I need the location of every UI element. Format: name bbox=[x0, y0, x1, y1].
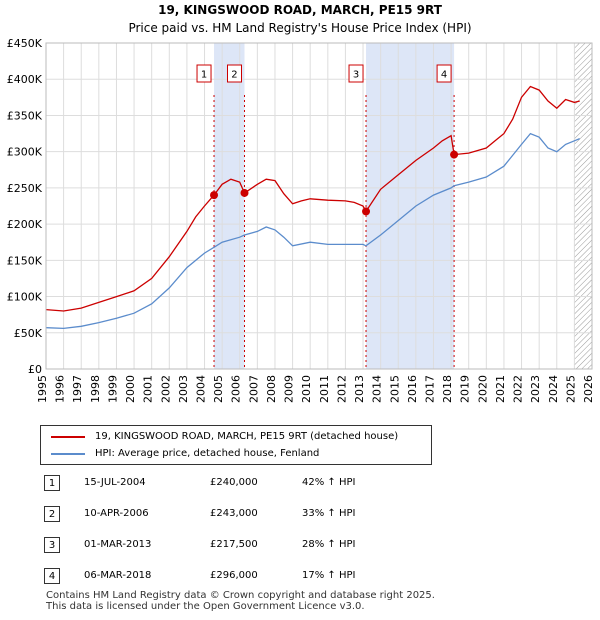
x-tick-label: 2025 bbox=[564, 375, 577, 403]
x-tick-label: 2010 bbox=[300, 375, 313, 403]
table-row: 2 10-APR-2006 £243,000 33% ↑ HPI bbox=[40, 506, 460, 522]
x-tick-label: 2022 bbox=[512, 375, 525, 403]
y-tick-label: £250K bbox=[7, 182, 43, 195]
x-tick-label: 2026 bbox=[582, 375, 595, 403]
table-row: 1 15-JUL-2004 £240,000 42% ↑ HPI bbox=[40, 475, 460, 491]
transaction-point bbox=[362, 207, 371, 216]
y-tick-label: £200K bbox=[7, 218, 43, 231]
x-tick-label: 1996 bbox=[54, 375, 67, 403]
y-tick-label: £50K bbox=[14, 327, 43, 340]
series-line-hpi bbox=[45, 132, 580, 330]
tx-date: 15-JUL-2004 bbox=[84, 477, 146, 488]
chart-subtitle: Price paid vs. HM Land Registry's House … bbox=[128, 21, 471, 35]
tx-date: 10-APR-2006 bbox=[84, 508, 149, 519]
x-tick-label: 2015 bbox=[388, 375, 401, 403]
tx-hpi: 17% ↑ HPI bbox=[302, 570, 356, 581]
x-tick-label: 2008 bbox=[265, 375, 278, 403]
x-tick-label: 2004 bbox=[195, 375, 208, 403]
table-row: 3 01-MAR-2013 £217,500 28% ↑ HPI bbox=[40, 537, 460, 553]
x-tick-label: 1997 bbox=[71, 375, 84, 403]
x-tick-label: 2007 bbox=[247, 375, 260, 403]
tx-price: £296,000 bbox=[210, 570, 258, 581]
y-tick-label: £450K bbox=[7, 37, 43, 50]
legend: 19, KINGSWOOD ROAD, MARCH, PE15 9RT (det… bbox=[40, 425, 432, 465]
x-tick-label: 2009 bbox=[283, 375, 296, 403]
x-tick-label: 2020 bbox=[476, 375, 489, 403]
tx-date: 01-MAR-2013 bbox=[84, 539, 152, 550]
tx-number: 1 bbox=[44, 475, 60, 491]
price-chart: 19, KINGSWOOD ROAD, MARCH, PE15 9RT Pric… bbox=[7, 3, 595, 403]
legend-swatch-blue bbox=[51, 452, 85, 455]
x-tick-label: 2002 bbox=[159, 375, 172, 403]
legend-swatch-red bbox=[51, 435, 85, 438]
x-tick-label: 2005 bbox=[212, 375, 225, 403]
x-tick-label: 2014 bbox=[371, 375, 384, 403]
x-tick-label: 1998 bbox=[89, 375, 102, 403]
chart-title: 19, KINGSWOOD ROAD, MARCH, PE15 9RT bbox=[158, 3, 443, 17]
y-tick-label: £350K bbox=[7, 109, 43, 122]
tx-price: £240,000 bbox=[210, 477, 258, 488]
transaction-point bbox=[450, 150, 459, 159]
x-tick-label: 2011 bbox=[318, 375, 331, 403]
x-tick-label: 2019 bbox=[459, 375, 472, 403]
tx-price: £217,500 bbox=[210, 539, 258, 550]
legend-item-hpi: HPI: Average price, detached house, Fenl… bbox=[51, 448, 319, 459]
footer-line-2: This data is licensed under the Open Gov… bbox=[46, 601, 365, 612]
tx-hpi: 42% ↑ HPI bbox=[302, 477, 356, 488]
y-tick-label: £0 bbox=[28, 363, 42, 376]
transaction-label-box bbox=[348, 64, 364, 83]
x-tick-label: 2023 bbox=[529, 375, 542, 403]
legend-item-property: 19, KINGSWOOD ROAD, MARCH, PE15 9RT (det… bbox=[51, 431, 398, 442]
tx-number: 2 bbox=[44, 506, 60, 522]
transaction-label: 2 bbox=[231, 70, 237, 81]
x-tick-label: 2018 bbox=[441, 375, 454, 403]
series-line-property bbox=[45, 85, 580, 312]
x-tick-label: 2017 bbox=[423, 375, 436, 403]
x-tick-label: 2000 bbox=[124, 375, 137, 403]
transaction-label: 3 bbox=[353, 70, 359, 81]
transaction-label: 1 bbox=[201, 70, 207, 81]
tx-date: 06-MAR-2018 bbox=[84, 570, 152, 581]
x-tick-label: 2001 bbox=[142, 375, 155, 403]
x-tick-label: 2006 bbox=[230, 375, 243, 403]
transaction-label: 4 bbox=[441, 70, 447, 81]
tx-hpi: 33% ↑ HPI bbox=[302, 508, 356, 519]
transaction-point bbox=[240, 188, 249, 197]
y-tick-label: £100K bbox=[7, 291, 43, 304]
tx-number: 4 bbox=[44, 568, 60, 584]
tx-price: £243,000 bbox=[210, 508, 258, 519]
transaction-label-box bbox=[226, 64, 242, 83]
x-tick-label: 2012 bbox=[335, 375, 348, 403]
legend-label-hpi: HPI: Average price, detached house, Fenl… bbox=[95, 448, 320, 459]
transaction-label-box bbox=[436, 64, 452, 83]
tx-number: 3 bbox=[44, 537, 60, 553]
x-tick-label: 2021 bbox=[494, 375, 507, 403]
x-tick-label: 2016 bbox=[406, 375, 419, 403]
x-tick-label: 2024 bbox=[547, 375, 560, 403]
x-tick-label: 2013 bbox=[353, 375, 366, 403]
table-row: 4 06-MAR-2018 £296,000 17% ↑ HPI bbox=[40, 568, 460, 584]
plot-frame bbox=[45, 42, 593, 370]
shaded-span-2 bbox=[366, 43, 455, 369]
forecast-hatch bbox=[574, 43, 592, 369]
legend-label-property: 19, KINGSWOOD ROAD, MARCH, PE15 9RT (det… bbox=[95, 431, 399, 442]
tx-hpi: 28% ↑ HPI bbox=[302, 539, 356, 550]
x-tick-label: 1995 bbox=[36, 375, 49, 403]
y-tick-label: £300K bbox=[7, 146, 43, 159]
x-tick-label: 1999 bbox=[106, 375, 119, 403]
footer-line-1: Contains HM Land Registry data © Crown c… bbox=[46, 590, 435, 601]
transaction-label-box bbox=[196, 64, 212, 83]
x-tick-label: 2003 bbox=[177, 375, 190, 403]
footer: Contains HM Land Registry data © Crown c… bbox=[46, 590, 435, 612]
transaction-point bbox=[210, 191, 219, 200]
y-tick-label: £150K bbox=[7, 254, 43, 267]
plot-background bbox=[46, 43, 592, 369]
y-tick-label: £400K bbox=[7, 73, 43, 86]
